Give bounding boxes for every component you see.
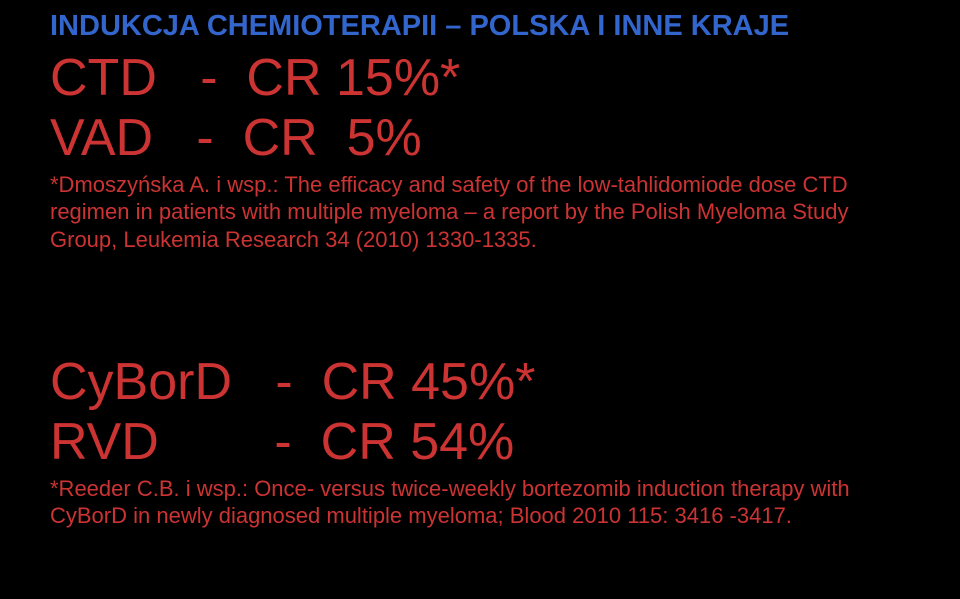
- spacer: [50, 263, 910, 353]
- rvd-line: RVD - CR 54%: [50, 413, 910, 473]
- slide: INDUKCJA CHEMIOTERAPII – POLSKA I INNE K…: [0, 0, 960, 599]
- group-2: CyBorD - CR 45%* RVD - CR 54% *Reeder C.…: [50, 353, 910, 530]
- group-1: CTD - CR 15%* VAD - CR 5% *Dmoszyńska A.…: [50, 49, 910, 253]
- cybord-line: CyBorD - CR 45%*: [50, 353, 910, 413]
- slide-title: INDUKCJA CHEMIOTERAPII – POLSKA I INNE K…: [50, 10, 910, 43]
- citation-2: *Reeder C.B. i wsp.: Once- versus twice-…: [50, 475, 910, 530]
- vad-line: VAD - CR 5%: [50, 109, 910, 169]
- citation-1: *Dmoszyńska A. i wsp.: The efficacy and …: [50, 171, 910, 254]
- ctd-line: CTD - CR 15%*: [50, 49, 910, 109]
